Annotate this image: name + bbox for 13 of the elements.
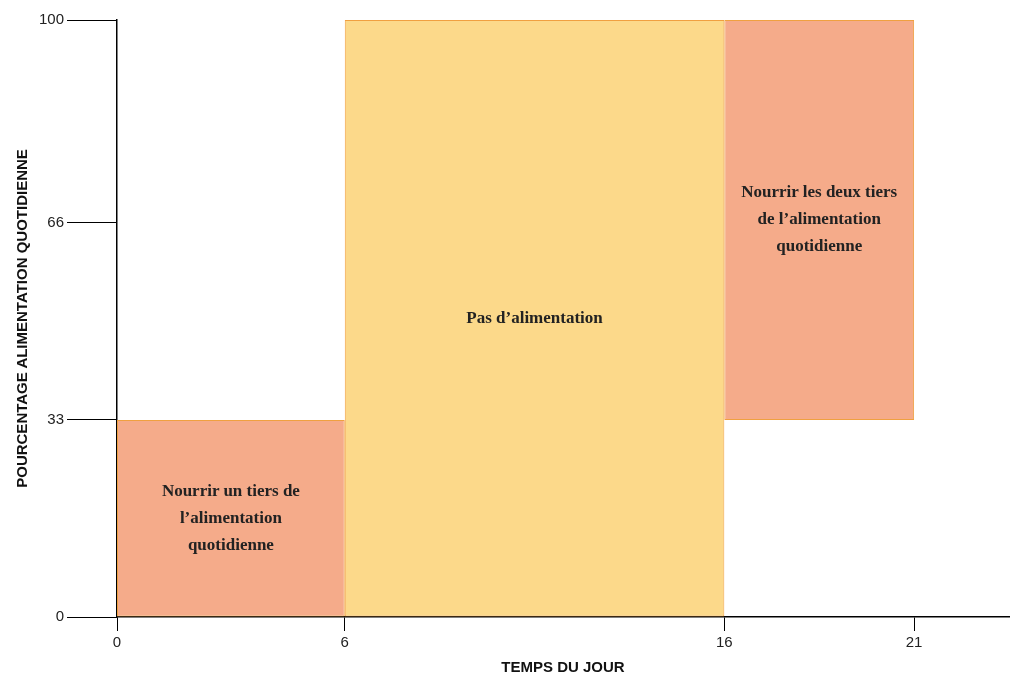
annotation: Nourrir un tiers de l’alimentation quotidienne bbox=[161, 480, 301, 554]
annotation: Pas d’alimentation bbox=[466, 307, 604, 327]
x-tick-label: 0 bbox=[112, 633, 122, 651]
x-tick-label: 6 bbox=[340, 633, 349, 651]
y-tick-label: 66 bbox=[47, 213, 65, 231]
y-tick-label: 0 bbox=[55, 607, 65, 625]
y-axis-title: POURCENTAGE ALIMENTATION QUOTIDIENNE bbox=[13, 149, 31, 488]
x-tick-label: 21 bbox=[905, 633, 923, 651]
y-tick-label: 100 bbox=[39, 10, 65, 28]
y-tick-label: 33 bbox=[47, 410, 65, 428]
x-tick-label: 16 bbox=[715, 633, 733, 651]
annotation: Nourrir les deux tiers de l’alimentation quotidienne bbox=[741, 182, 898, 256]
x-axis-title: TEMPS DU JOUR bbox=[501, 658, 625, 676]
